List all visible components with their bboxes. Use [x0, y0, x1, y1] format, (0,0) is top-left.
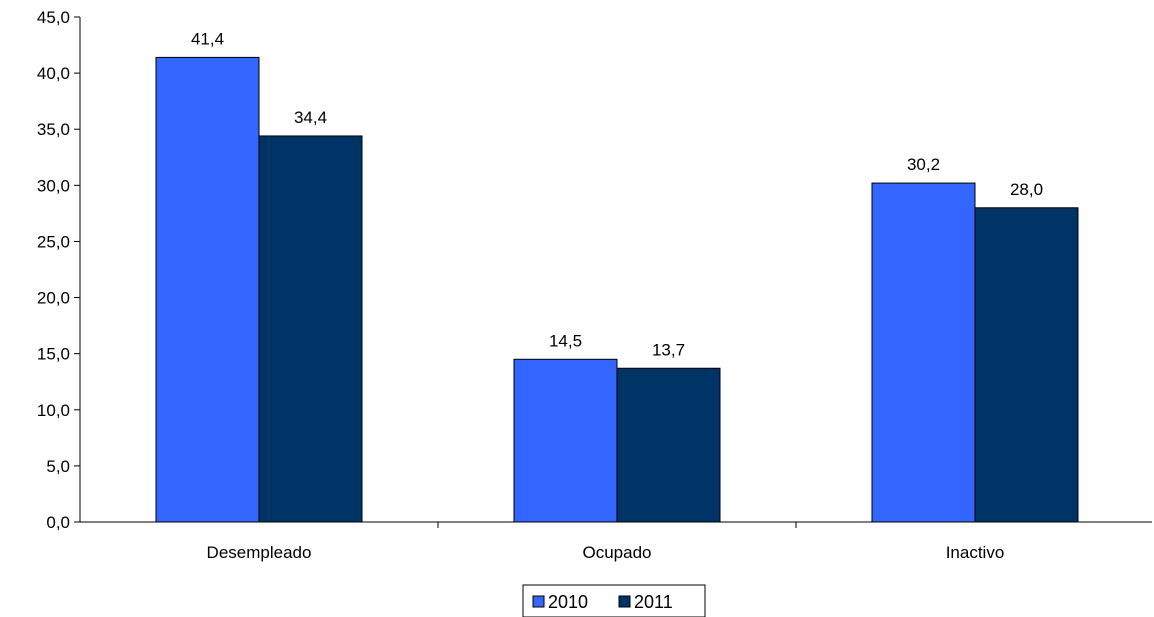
y-tick-label: 10,0 [37, 401, 70, 420]
legend-swatch [618, 595, 631, 608]
y-tick-label: 5,0 [46, 457, 70, 476]
bar-2010-desempleado [155, 56, 260, 523]
bar-2011-ocupado [616, 367, 721, 523]
data-label: 13,7 [652, 340, 685, 359]
bar-2011-desempleado [258, 135, 363, 523]
data-label: 28,0 [1010, 180, 1043, 199]
y-tick-label: 35,0 [37, 120, 70, 139]
data-label: 34,4 [294, 108, 327, 127]
y-tick-label: 25,0 [37, 232, 70, 251]
x-tick-label: Ocupado [583, 543, 652, 562]
legend-box [522, 584, 706, 617]
y-tick-label: 45,0 [37, 8, 70, 27]
y-tick-label: 30,0 [37, 176, 70, 195]
data-label: 41,4 [191, 29, 224, 48]
bar-2010-inactivo [871, 182, 976, 523]
y-tick-label: 15,0 [37, 345, 70, 364]
legend-label: 2011 [634, 592, 673, 612]
chart-bars [155, 56, 1079, 523]
data-label: 30,2 [907, 155, 940, 174]
legend-swatch [532, 595, 545, 608]
y-tick-label: 40,0 [37, 64, 70, 83]
y-tick-label: 20,0 [37, 289, 70, 308]
chart-legend: 2010 2011 [522, 584, 706, 617]
legend-label: 2010 [548, 592, 588, 612]
x-tick-label: Inactivo [946, 543, 1005, 562]
bar-2010-ocupado [513, 358, 618, 523]
chart-data-labels: 41,4 34,4 14,5 13,7 30,2 28,0 [191, 29, 1043, 359]
y-tick-label: 0,0 [46, 513, 70, 532]
data-label: 14,5 [549, 331, 582, 350]
x-tick-label: Desempleado [207, 543, 312, 562]
bar-2011-inactivo [974, 207, 1079, 523]
